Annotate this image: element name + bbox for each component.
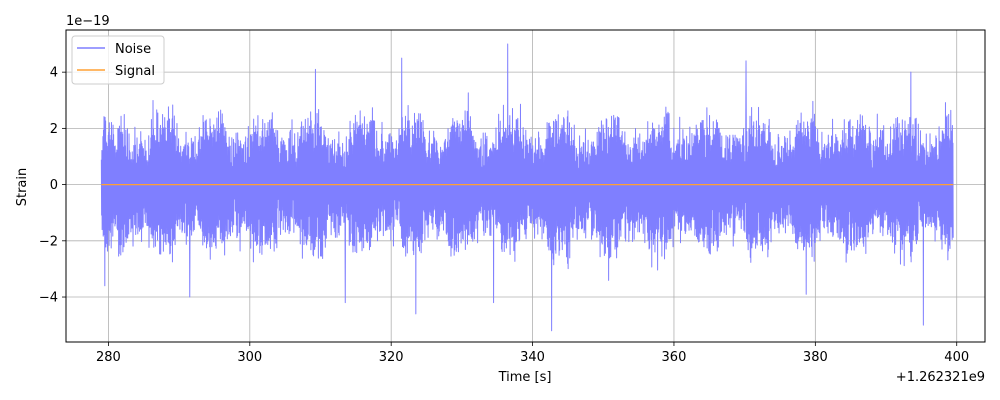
y-tick-label: −4 xyxy=(39,291,58,306)
y-tick-label: 2 xyxy=(50,122,58,137)
y-axis: −4 −2 0 2 4 xyxy=(39,66,66,306)
y-tick-label: −2 xyxy=(39,234,58,249)
x-tick-label: 280 xyxy=(96,350,121,365)
legend: Noise Signal xyxy=(71,35,165,85)
y-axis-title: Strain xyxy=(15,168,30,207)
x-tick-label: 360 xyxy=(662,350,687,365)
axes-frame xyxy=(65,29,986,343)
noise-series xyxy=(100,43,954,332)
y-tick-label: 0 xyxy=(50,178,58,193)
x-tick-label: 300 xyxy=(237,350,262,365)
legend-noise-label: Noise xyxy=(115,42,151,57)
x-tick-label: 340 xyxy=(520,350,545,365)
x-tick-label: 400 xyxy=(944,350,969,365)
y-exponent-label: 1e−19 xyxy=(66,14,110,29)
x-axis: 280 300 320 340 360 380 400 xyxy=(96,342,969,365)
y-tick-label: 4 xyxy=(50,66,58,81)
x-offset-label: +1.262321e9 xyxy=(896,370,985,385)
x-tick-label: 320 xyxy=(379,350,404,365)
legend-signal-label: Signal xyxy=(115,64,155,79)
noise-line xyxy=(100,43,954,332)
x-axis-title: Time [s] xyxy=(498,370,552,385)
x-tick-label: 380 xyxy=(803,350,828,365)
